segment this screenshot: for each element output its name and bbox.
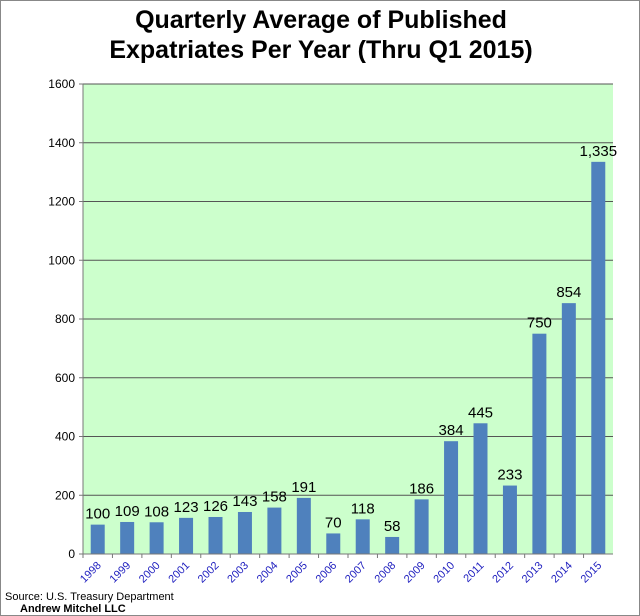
data-label: 233 [497,467,522,484]
data-label: 191 [291,479,316,496]
y-tick-label: 1000 [48,253,75,267]
y-tick-label: 1400 [48,136,75,150]
title-line-1: Quarterly Average of Published [135,6,507,34]
bar-2010 [444,441,459,554]
x-tick-label: 2000 [137,560,163,586]
y-tick-label: 1200 [48,195,75,209]
bar-2013 [532,333,547,554]
x-tick-label: 2008 [372,560,398,586]
x-tick-label: 2002 [196,560,222,586]
bar-2011 [473,423,488,554]
bar-1999 [120,521,135,554]
x-tick-label: 2015 [579,560,605,586]
bar-2015 [591,161,606,554]
x-tick-label: 1998 [78,560,104,586]
data-label: 70 [325,514,342,531]
bar-2006 [326,533,341,554]
author-credit: Andrew Mitchel LLC [20,603,126,615]
x-tick-label: 2010 [431,560,457,586]
data-label: 158 [262,489,287,506]
chart-title: Quarterly Average of Published Expatriat… [1,5,639,65]
x-tick-label: 2004 [255,560,281,586]
x-tick-label: 2014 [549,560,575,586]
bar-2009 [414,499,429,554]
bar-2000 [149,522,164,554]
y-tick-label: 600 [55,371,75,385]
data-label: 108 [144,503,169,520]
y-tick-label: 1600 [48,77,75,91]
x-tick-label: 2013 [520,560,546,586]
bar-2008 [385,536,400,554]
y-tick-label: 400 [55,430,75,444]
x-tick-label: 2009 [402,560,428,586]
bar-2004 [267,507,282,554]
data-label: 58 [384,518,401,535]
bar-2002 [208,516,223,554]
data-label: 118 [351,500,375,517]
data-label: 750 [527,315,552,332]
title-line-2: Expatriates Per Year (Thru Q1 2015) [109,36,533,64]
x-tick-label: 1999 [107,560,133,586]
data-label: 100 [85,506,110,523]
data-label: 126 [203,498,228,515]
bar-2007 [355,519,370,554]
data-label: 445 [468,404,493,421]
x-tick-label: 2011 [461,560,486,585]
bar-2001 [179,517,194,554]
bar-2012 [502,485,517,554]
bar-2014 [561,303,576,554]
data-label: 1,335 [580,143,618,160]
data-label: 143 [232,493,257,510]
bar-1998 [90,524,105,554]
x-tick-label: 2005 [284,560,310,586]
x-tick-label: 2006 [314,560,340,586]
data-label: 109 [115,503,140,520]
x-tick-label: 2003 [225,560,251,586]
bar-2003 [237,511,252,554]
data-label: 854 [556,284,581,301]
x-tick-label: 2001 [166,560,192,586]
data-label: 186 [409,480,434,497]
y-tick-label: 0 [68,547,75,561]
data-label: 123 [174,499,199,516]
bar-2005 [296,497,311,554]
x-tick-label: 2007 [343,560,369,586]
source-note: Source: U.S. Treasury Department [5,591,174,603]
data-label: 384 [439,422,464,439]
y-tick-label: 800 [55,312,75,326]
y-tick-label: 200 [55,488,75,502]
x-tick-label: 2012 [490,560,516,586]
